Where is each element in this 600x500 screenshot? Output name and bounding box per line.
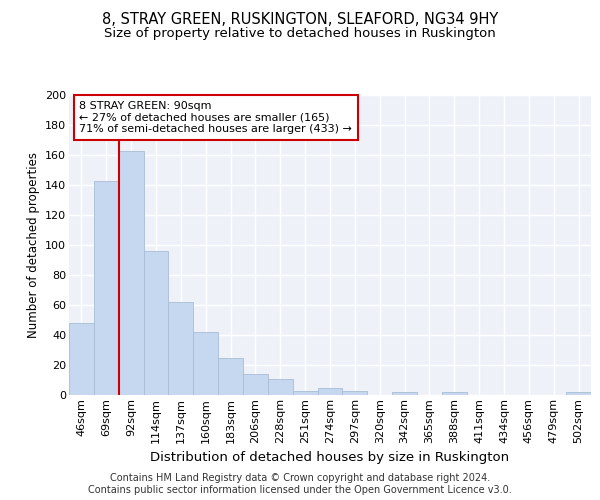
X-axis label: Distribution of detached houses by size in Ruskington: Distribution of detached houses by size … [151, 451, 509, 464]
Y-axis label: Number of detached properties: Number of detached properties [26, 152, 40, 338]
Bar [268, 378, 293, 395]
Bar [94, 180, 119, 395]
Bar [442, 392, 467, 395]
Bar [69, 323, 94, 395]
Bar [218, 358, 243, 395]
Bar [193, 332, 218, 395]
Bar [566, 392, 591, 395]
Text: Contains HM Land Registry data © Crown copyright and database right 2024.
Contai: Contains HM Land Registry data © Crown c… [88, 474, 512, 495]
Text: Size of property relative to detached houses in Ruskington: Size of property relative to detached ho… [104, 28, 496, 40]
Bar [392, 392, 417, 395]
Bar [143, 251, 169, 395]
Bar [317, 388, 343, 395]
Text: 8, STRAY GREEN, RUSKINGTON, SLEAFORD, NG34 9HY: 8, STRAY GREEN, RUSKINGTON, SLEAFORD, NG… [102, 12, 498, 28]
Text: 8 STRAY GREEN: 90sqm
← 27% of detached houses are smaller (165)
71% of semi-deta: 8 STRAY GREEN: 90sqm ← 27% of detached h… [79, 101, 352, 134]
Bar [119, 150, 143, 395]
Bar [293, 390, 317, 395]
Bar [243, 374, 268, 395]
Bar [169, 302, 193, 395]
Bar [343, 390, 367, 395]
